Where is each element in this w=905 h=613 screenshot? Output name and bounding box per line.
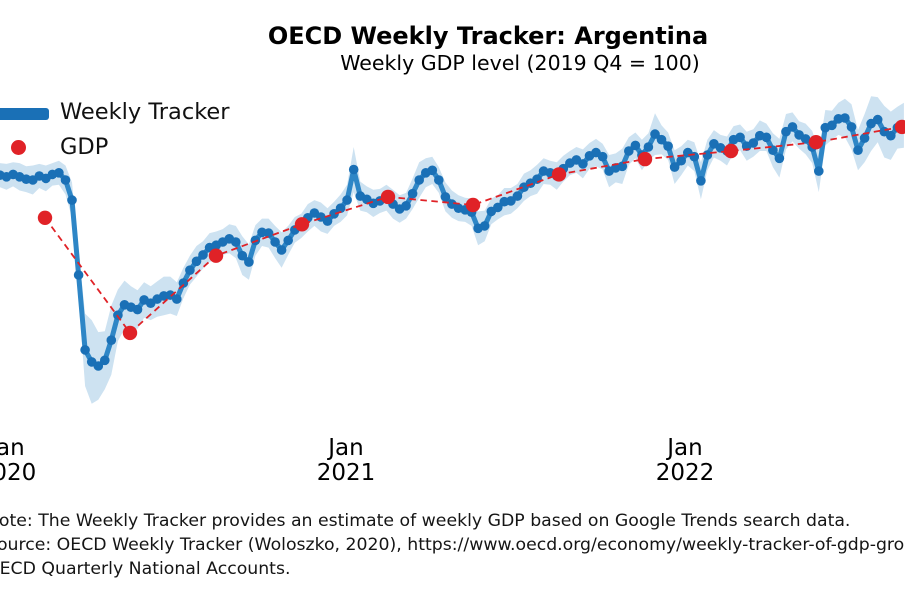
gdp-point-2021-q2 [465,197,481,213]
weekly-marker [93,361,104,371]
footnote-block: Note: The Weekly Tracker provides an est… [0,509,905,582]
weekly-marker [493,202,503,213]
weekly-marker [532,174,542,184]
weekly-marker [67,195,77,205]
weekly-marker [172,294,182,304]
weekly-marker [80,345,90,355]
gdp-point-2020-q1 [37,210,53,225]
weekly-marker [774,153,785,164]
gdp-dashed-line [44,126,903,335]
weekly-marker [237,250,248,261]
gdp-point-2021-q1 [380,189,396,205]
weekly-marker [191,256,202,267]
gdp-points [37,119,905,341]
x-tick-year: 2022 [655,459,715,486]
x-tick-jan-2022: Jan 2022 [656,436,715,485]
footnote-line-3: OECD Quarterly National Accounts. [0,559,291,580]
legend-label-gdp: GDP [60,134,109,160]
gdp-point-2021-q3 [551,167,567,182]
weekly-marker [886,130,896,141]
weekly-marker [342,195,352,205]
weekly-marker [185,265,195,276]
weekly-marker [643,142,654,152]
footnote-line-2: Source: OECD Weekly Tracker (Woloszko, 2… [0,535,905,556]
weekly-marker [578,159,588,169]
weekly-marker [276,245,287,255]
weekly-marker [872,114,883,125]
weekly-marker [846,122,857,132]
weekly-marker [434,175,444,185]
weekly-marker [761,132,772,143]
gdp-point-2020-q2 [122,325,138,341]
weekly-marker [60,175,71,185]
gdp-point-2022-q3 [894,119,905,135]
weekly-marker [597,151,608,162]
weekly-marker [100,355,110,366]
weekly-marker [827,120,837,131]
weekly-marker [696,176,706,186]
weekly-marker [702,150,713,160]
x-tick-year: 2020 [0,459,37,486]
chart-subtitle: Weekly GDP level (2019 Q4 = 100) [340,51,700,75]
weekly-marker [322,216,333,226]
gdp-point-2021-q4 [637,151,653,167]
weekly-marker [427,165,438,176]
x-tick-year: 2021 [316,459,376,486]
weekly-marker [800,134,811,144]
weekly-marker [335,203,346,213]
weekly-marker [283,235,294,246]
weekly-marker [853,145,863,155]
weekly-marker [263,228,274,238]
legend-label-weekly-tracker: Weekly Tracker [60,99,230,125]
confidence-band [0,96,904,404]
x-tick-month: Jan [0,435,25,461]
weekly-marker [512,191,523,201]
weekly-marker [106,335,117,346]
weekly-marker [676,155,686,166]
weekly-marker [54,168,64,178]
weekly-marker [198,250,208,260]
x-tick-jan-2020: Jan 2020 [0,436,36,485]
weekly-marker [630,140,641,151]
x-tick-month: Jan [667,435,703,461]
weekly-marker [407,188,418,199]
weekly-marker [689,151,700,162]
gdp-point-2022-q1 [723,143,739,159]
weekly-marker [440,192,451,202]
weekly-marker [624,146,634,156]
weekly-marker [814,166,824,176]
weekly-marker [329,209,339,219]
weekly-marker [401,201,411,211]
weekly-marker [669,162,680,172]
weekly-marker [270,237,280,247]
gdp-point-2022-q2 [808,135,824,150]
x-tick-jan-2021: Jan 2021 [317,436,376,485]
x-tick-month: Jan [328,435,364,461]
weekly-marker [132,304,143,315]
weekly-marker [617,161,628,172]
weekly-marker [656,134,667,145]
weekly-marker [840,113,850,123]
weekly-tracker-line-swatch-icon [0,108,49,120]
weekly-marker [73,270,84,280]
weekly-marker [479,221,490,231]
weekly-marker [748,138,759,148]
weekly-marker [859,133,870,143]
gdp-point-2020-q4 [294,217,310,232]
weekly-marker [178,278,189,288]
chart-title: OECD Weekly Tracker: Argentina [267,22,709,50]
weekly-marker [735,132,745,143]
gdp-point-2020-q3 [208,248,224,263]
weekly-marker [663,141,673,151]
weekly-marker [231,237,241,247]
weekly-marker [414,175,425,185]
weekly-marker [348,164,359,175]
weekly-marker [244,257,254,267]
gdp-dot-swatch-icon [11,140,26,155]
weekly-marker [787,122,798,132]
weekly-marker [650,129,660,139]
footnote-line-1: Note: The Weekly Tracker provides an est… [0,511,851,531]
